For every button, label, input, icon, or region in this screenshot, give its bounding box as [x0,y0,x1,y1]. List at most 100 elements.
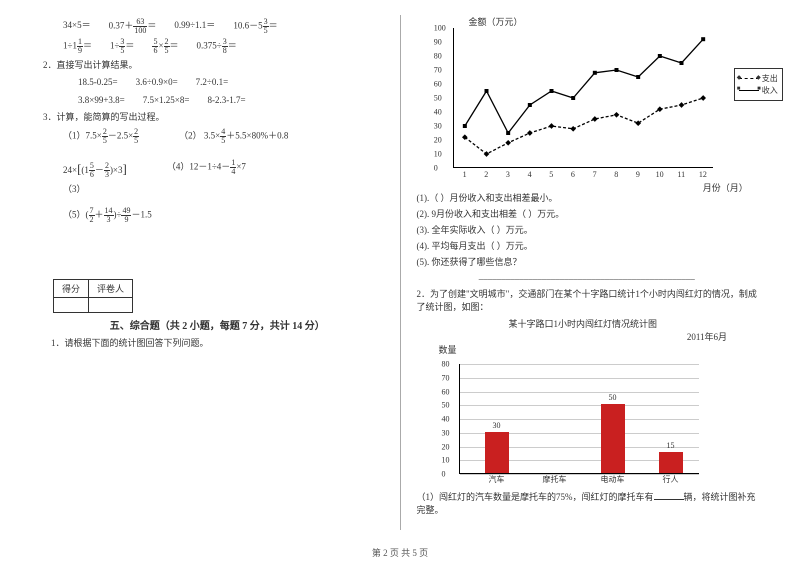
eq: 1÷119＝ [63,38,92,55]
x-axis-label: 月份（月） [703,181,748,194]
question-2: 2．直接写出计算结果。 [43,58,392,72]
bar-value: 15 [659,441,683,450]
bar-y-tick: 60 [442,387,450,396]
eq: 0.37＋63100＝ [109,18,157,35]
x-tick: 12 [699,170,707,179]
bar-value: 30 [485,421,509,430]
eq: 8-2.3-1.7= [207,93,245,107]
legend-income: 收入 [739,85,778,96]
q3-3-label: （3） [43,182,392,196]
score-table: 得分评卷人 [53,279,133,313]
q5-1: 1．请根据下面的统计图回答下列问题。 [51,336,392,349]
eq: 10.6－535＝ [233,18,277,35]
q3-row1: （1）7.5×25－2.5×25 （2） 3.5×45＋5.5×80%＋0.8 [43,128,392,145]
x-tick: 2 [484,170,488,179]
line-chart-svg [454,28,714,168]
q2-row2: 3.8×99+3.8= 7.5×1.25×8= 8-2.3-1.7= [43,93,392,107]
bar-y-tick: 40 [442,415,450,424]
y-tick: 20 [434,136,442,145]
eq: 7.2÷0.1= [196,75,229,89]
bar-y-tick: 70 [442,373,450,382]
equation-row-1: 34×5＝ 0.37＋63100＝ 0.99÷1.1＝ 10.6－535＝ [43,18,392,35]
bar-y-label: 数量 [409,343,758,356]
y-tick: 70 [434,66,442,75]
eq: （2） 3.5×45＋5.5×80%＋0.8 [179,128,288,145]
y-tick: 40 [434,108,442,117]
y-tick: 60 [434,80,442,89]
y-tick: 0 [434,164,438,173]
spacer [43,227,392,267]
x-tick: 1 [463,170,467,179]
fill-blank[interactable] [654,499,684,500]
grid-line [460,364,699,365]
bar-y-tick: 0 [442,470,446,479]
x-tick: 9 [636,170,640,179]
eq: （1）7.5×25－2.5×25 [63,128,139,145]
legend-expense: 支出 [739,73,778,84]
eq: 1÷35＝ [110,38,134,55]
x-tick: 10 [656,170,664,179]
x-tick: 8 [614,170,618,179]
bar-y-tick: 30 [442,428,450,437]
x-tick: 5 [549,170,553,179]
eq: 0.375÷38＝ [197,38,237,55]
eq: 34×5＝ [63,18,91,35]
x-tick: 7 [593,170,597,179]
page-columns: 34×5＝ 0.37＋63100＝ 0.99÷1.1＝ 10.6－535＝ 1÷… [0,0,800,540]
question-3: 3．计算，能简算的写出过程。 [43,110,392,124]
bar-chart-date: 2011年6月 [409,330,758,343]
grid-line [460,392,699,393]
x-tick: 4 [528,170,532,179]
sub-q3: (3). 全年实际收入（ ）万元。 [417,223,758,236]
equation-row-2: 1÷119＝ 1÷35＝ 56×25＝ 0.375÷38＝ [43,38,392,55]
bar: 15 [659,452,683,473]
eq: 3.6÷0.9×0= [136,75,178,89]
y-tick: 30 [434,122,442,131]
score-cell[interactable] [54,297,89,312]
x-tick: 11 [677,170,685,179]
line-chart: 支出 收入 0102030405060708090100123456789101… [453,28,713,168]
reviewer-header: 评卷人 [89,279,133,297]
section-5-title: 五、综合题（共 2 小题，每题 7 分，共计 14 分） [43,317,392,332]
y-tick: 90 [434,38,442,47]
eq: 18.5-0.25= [78,75,118,89]
q2-row1: 18.5-0.25= 3.6÷0.9×0= 7.2÷0.1= [43,75,392,89]
y-tick: 100 [434,24,446,33]
eq: 3.8×99+3.8= [78,93,125,107]
eq: （4）12－1÷4－14×7 [167,159,246,180]
bar: 50 [601,404,625,473]
score-header: 得分 [54,279,89,297]
y-tick: 50 [434,94,442,103]
sub-q4: (4). 平均每月支出（ ）万元。 [417,239,758,252]
p2-q1: （1）闯红灯的汽车数量是摩托车的75%，闯红灯的摩托车有辆，将统计图补充完整。 [417,490,758,516]
bar-category-label: 行人 [651,474,691,485]
sub-q5: (5). 你还获得了哪些信息？ [417,255,758,268]
bar-category-label: 摩托车 [535,474,575,485]
q3-row2: 24×[(156－23)×3] （4）12－1÷4－14×7 [43,159,392,180]
reviewer-cell[interactable] [89,297,133,312]
bar-y-tick: 20 [442,442,450,451]
line-chart-title: 金额（万元） [409,15,758,28]
line-chart-area: 支出 收入 0102030405060708090100123456789101… [428,28,738,188]
solid-marker-icon [739,90,759,91]
x-tick: 3 [506,170,510,179]
bar-y-tick: 50 [442,401,450,410]
y-tick: 10 [434,150,442,159]
blank-line[interactable]: ________________________________________… [417,271,758,281]
bar-value: 50 [601,393,625,402]
bar-chart-title: 某十字路口1小时内闯红灯情况统计图 [409,317,758,330]
y-tick: 80 [434,52,442,61]
eq: 24×[(156－23)×3] [63,159,127,180]
bar-y-tick: 10 [442,456,450,465]
bar: 30 [485,432,509,473]
problem-2: 2．为了创建"文明城市"，交通部门在某个十字路口统计1个小时内闯红灯的情况，制成… [417,287,758,313]
eq: 0.99÷1.1＝ [174,18,215,35]
q3-row3: （5）(72＋143)÷499－1.5 [43,207,392,224]
bar-category-label: 汽车 [477,474,517,485]
eq: 7.5×1.25×8= [143,93,190,107]
grid-line [460,378,699,379]
sub-q2: (2). 9月份收入和支出相差（ ）万元。 [417,207,758,220]
chart-legend: 支出 收入 [734,68,783,101]
bar-y-tick: 80 [442,360,450,369]
page-footer: 第 2 页 共 5 页 [0,546,800,559]
